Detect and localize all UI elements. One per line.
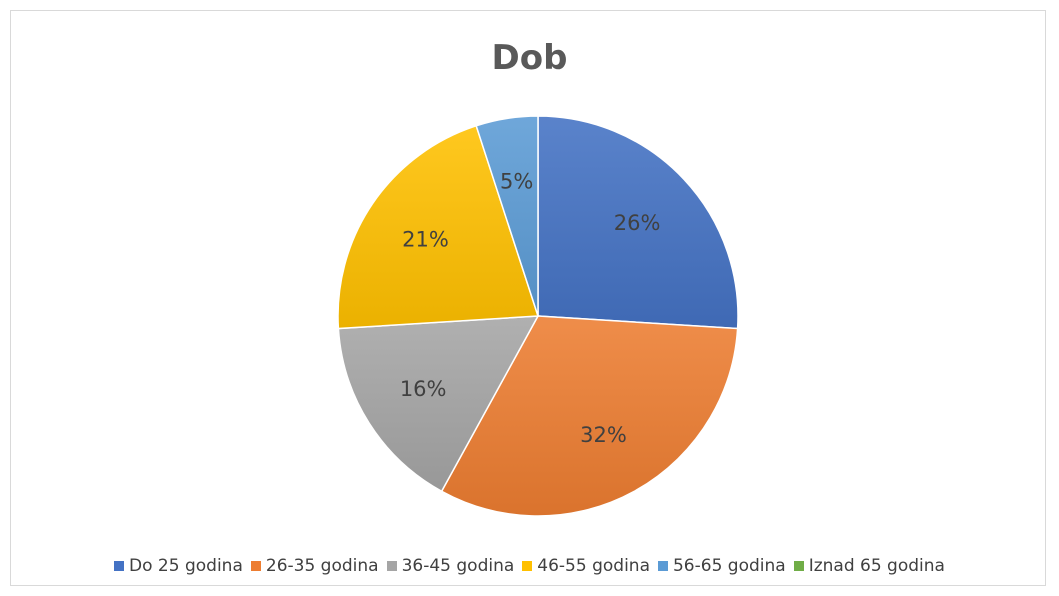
legend-swatch — [793, 561, 804, 571]
legend-item-36-45-godina: 36-45 godina — [386, 556, 515, 576]
legend-label: 56-65 godina — [672, 556, 786, 576]
pie-slice-46-55-godina — [337, 124, 540, 330]
legend-swatch — [657, 561, 668, 571]
data-label-do-25-godina: 26% — [614, 211, 661, 235]
pie-slice-56-65-godina — [475, 115, 539, 317]
pie-labels: 26% 32% 16% 21% 5% — [400, 170, 661, 448]
legend-item-26-35-godina: 26-35 godina — [250, 556, 379, 576]
pie-slice-26-35-godina — [440, 315, 739, 517]
data-label-26-35-godina: 32% — [580, 423, 627, 447]
legend-label: 26-35 godina — [265, 556, 379, 576]
legend-swatch — [386, 561, 397, 571]
legend-item-iznad-65-godina: Iznad 65 godina — [793, 556, 945, 576]
pie-slice-do-25-godina — [537, 115, 739, 330]
legend-label: 46-55 godina — [537, 556, 650, 576]
legend-swatch — [522, 561, 533, 571]
pie-slice-36-45-godina — [337, 315, 540, 493]
legend-label: Iznad 65 godina — [808, 556, 945, 576]
legend-swatch — [250, 561, 261, 571]
chart-legend: Do 25 godina 26-35 godina 36-45 godina 46-5… — [0, 556, 1059, 576]
legend-item-do-25-godina: Do 25 godina — [114, 556, 243, 576]
legend-item-56-65-godina: 56-65 godina — [657, 556, 786, 576]
data-label-36-45-godina: 16% — [400, 377, 447, 401]
legend-swatch — [114, 561, 125, 571]
data-label-56-65-godina: 5% — [500, 170, 533, 194]
legend-item-46-55-godina: 46-55 godina — [522, 556, 650, 576]
pie-slices — [337, 115, 739, 517]
legend-label: Do 25 godina — [129, 556, 243, 576]
chart-title: Dob — [491, 38, 568, 78]
data-label-46-55-godina: 21% — [402, 228, 449, 252]
legend-label: 36-45 godina — [401, 556, 515, 576]
